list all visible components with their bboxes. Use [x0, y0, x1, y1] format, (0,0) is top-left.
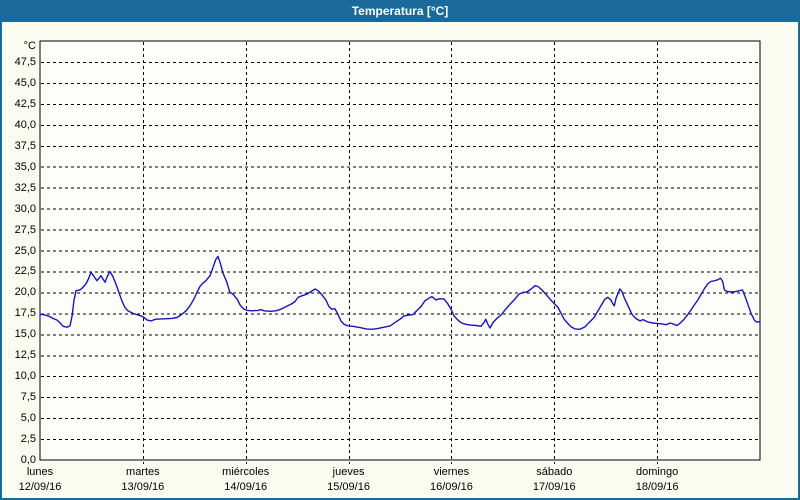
window-title: Temperatura [°C]	[351, 4, 449, 18]
x-day-date-label: 13/09/16	[121, 481, 165, 493]
title-bar[interactable]: Temperatura [°C]	[0, 0, 800, 22]
y-tick-label: 32,5	[14, 181, 36, 194]
y-tick-label: 42,5	[14, 97, 36, 110]
x-day-date-label: 16/09/16	[430, 481, 473, 493]
y-tick-label: 5,0	[20, 412, 36, 425]
y-tick-label: 20,0	[14, 286, 36, 299]
y-tick-label: 27,5	[14, 223, 36, 236]
plot-frame	[39, 40, 761, 461]
y-tick-label: 30,0	[14, 202, 36, 215]
x-day-name-label: martes	[126, 466, 160, 478]
x-day-date-label: 14/09/16	[224, 481, 268, 493]
y-tick-label: 25,0	[14, 244, 36, 257]
x-day-name-label: miércoles	[222, 466, 270, 478]
temperature-line	[39, 255, 761, 330]
y-axis-unit-label: °C	[23, 40, 36, 52]
x-day-name-label: lunes	[26, 466, 54, 478]
y-tick-label: 0,0	[20, 454, 36, 466]
y-tick-label: 47,5	[14, 55, 36, 68]
x-day-name-label: jueves	[332, 466, 365, 478]
x-day-date-label: 17/09/16	[532, 481, 576, 493]
y-tick-label: 15,0	[14, 328, 36, 341]
y-tick-label: 7,5	[20, 391, 36, 404]
x-day-date-label: 15/09/16	[327, 481, 370, 493]
y-tick-label: 40,0	[14, 118, 36, 131]
y-tick-label: 45,0	[14, 76, 36, 89]
x-day-date-label: 12/09/16	[18, 481, 62, 493]
y-tick-label: 37,5	[14, 139, 36, 152]
x-day-name-label: domingo	[636, 466, 679, 478]
x-day-name-label: viernes	[433, 466, 470, 478]
y-tick-label: 2,5	[20, 433, 36, 446]
y-tick-label: 35,0	[14, 160, 36, 173]
y-tick-label: 10,0	[14, 370, 36, 383]
x-day-name-label: sábado	[536, 466, 573, 478]
y-tick-label: 22,5	[14, 265, 36, 278]
x-day-date-label: 18/09/16	[635, 481, 679, 493]
y-tick-label: 12,5	[14, 349, 36, 362]
y-tick-label: 17,5	[14, 307, 36, 320]
